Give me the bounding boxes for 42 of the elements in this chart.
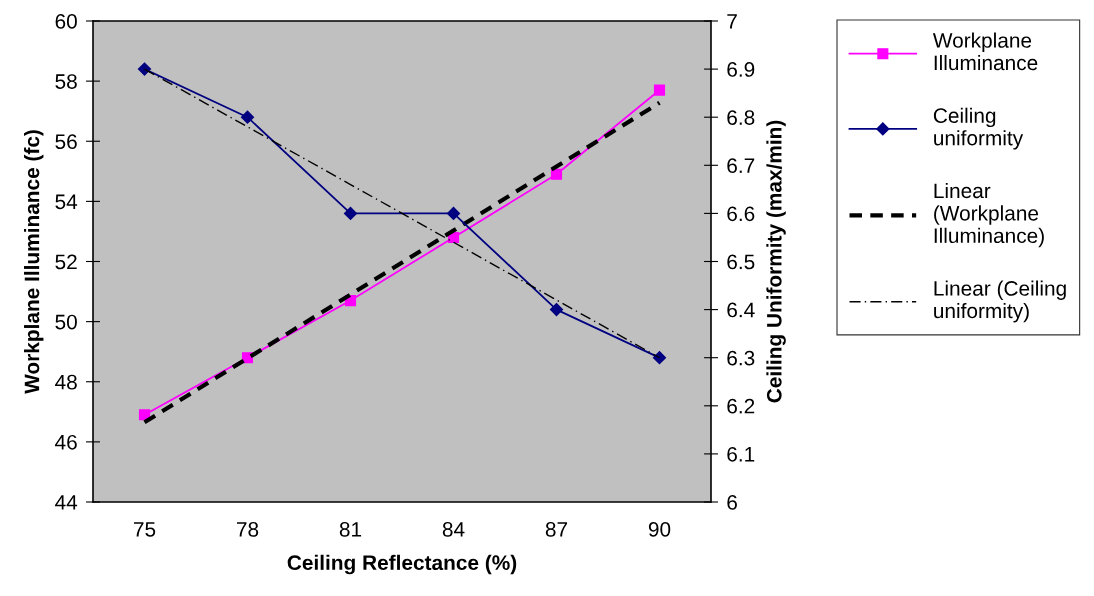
y2-tick-label: 6.6 [727, 206, 755, 222]
x-tick-label: 87 [545, 521, 568, 537]
point [240, 110, 255, 124]
y-tick-label: 56 [55, 134, 77, 149]
x-tick-label: 75 [133, 522, 156, 537]
point [653, 84, 666, 96]
y2-tick-label: 6.5 [727, 254, 755, 270]
x-tick-label: 78 [236, 521, 259, 537]
y-axis-title: Workplane Illuminance (fc) [24, 130, 44, 394]
x-tick-label: 84 [442, 521, 465, 537]
y-tick-label: 54 [55, 194, 78, 210]
y2-tick-label: 6 [727, 495, 737, 510]
y-tick-label: 44 [55, 495, 78, 510]
y2-tick-label: 6.2 [727, 398, 755, 414]
x-tick-label: 90 [648, 521, 671, 537]
y2-tick-label: 7 [727, 14, 737, 29]
y2-tick-label: 6.3 [727, 350, 755, 366]
point [343, 206, 358, 220]
y-tick-label: 48 [55, 374, 77, 390]
y-tick-label: 60 [55, 14, 77, 29]
point [549, 303, 564, 317]
point [138, 409, 151, 421]
y-tick-label: 50 [55, 314, 77, 330]
legend-label: Linear (Ceiling uniformity) [934, 280, 1066, 323]
y-tick-label: 58 [55, 74, 77, 89]
point [550, 168, 563, 180]
point [446, 206, 461, 220]
legend-label: Ceiling uniformity [933, 107, 1024, 150]
y2-tick-label: 6.8 [727, 110, 755, 125]
x-axis-title: Ceiling Reflectance (%) [287, 554, 517, 575]
y2-tick-label: 6.1 [727, 446, 755, 462]
legend-label: Linear (Workplane Illuminance) [934, 182, 1044, 248]
y2-tick-label: 6.9 [727, 62, 755, 77]
legend-label: Workplane Illuminance [932, 32, 1038, 71]
y2-tick-label: 6.7 [727, 158, 755, 174]
y2-axis-title: Ceiling Uniformity (max/min) [766, 120, 786, 403]
point [652, 351, 667, 365]
y-tick-label: 52 [55, 254, 77, 270]
y-tick-label: 46 [55, 434, 77, 450]
y2-tick-label: 6.4 [727, 302, 755, 318]
x-tick-label: 81 [339, 521, 362, 537]
point [137, 62, 152, 76]
